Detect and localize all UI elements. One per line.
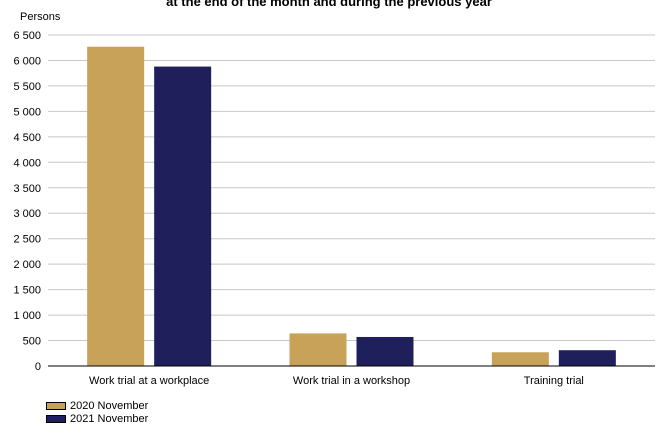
legend-label-2021: 2021 November	[70, 412, 149, 425]
y-axis-label: Persons	[20, 11, 61, 23]
y-tick-label: 2 500	[13, 234, 41, 246]
bar-2020-1	[289, 333, 347, 366]
y-tick-label: 3 500	[13, 183, 41, 195]
legend-label-2020: 2020 November	[70, 399, 149, 412]
x-tick-label: Work trial in a workshop	[293, 375, 410, 387]
y-tick-label: 6 000	[13, 55, 41, 67]
y-tick-label: 0	[35, 361, 41, 373]
y-tick-label: 500	[23, 336, 41, 348]
bar-2020-2	[491, 352, 549, 366]
y-tick-label: 5 500	[13, 81, 41, 93]
y-tick-label: 1 000	[13, 310, 41, 322]
x-tick-label: Work trial at a workplace	[89, 375, 209, 387]
bar-2021-0	[154, 66, 212, 366]
chart-title: at the end of the month and during the p…	[166, 0, 492, 9]
legend-swatch-2021	[46, 414, 66, 423]
y-tick-label: 4 000	[13, 157, 41, 169]
bar-2020-0	[87, 46, 145, 366]
y-tick-label: 2 000	[13, 259, 41, 271]
x-tick-label: Training trial	[524, 375, 584, 387]
y-tick-label: 4 500	[13, 132, 41, 144]
y-tick-label: 1 500	[13, 285, 41, 297]
legend: 2020 November 2021 November	[46, 399, 148, 425]
y-tick-label: 3 000	[13, 208, 41, 220]
bar-2021-2	[558, 350, 616, 366]
bar-2021-1	[356, 336, 414, 366]
legend-item-2021: 2021 November	[46, 412, 148, 425]
y-tick-label: 6 500	[13, 30, 41, 42]
y-tick-label: 5 000	[13, 106, 41, 118]
legend-item-2020: 2020 November	[46, 399, 148, 412]
legend-swatch-2020	[46, 401, 66, 410]
